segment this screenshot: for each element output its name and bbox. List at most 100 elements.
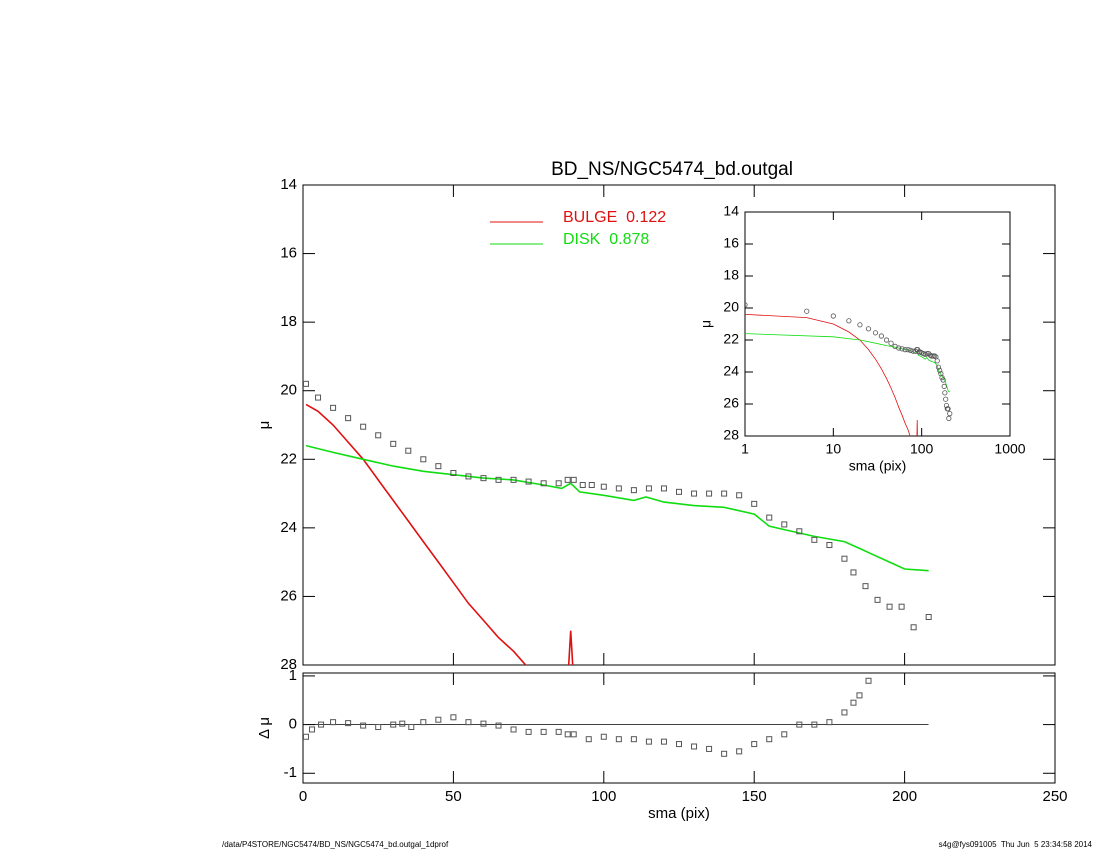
observed-point xyxy=(826,542,833,548)
observed-point xyxy=(862,583,869,590)
residual-point xyxy=(751,741,758,748)
residual-point xyxy=(796,721,803,728)
residual-point xyxy=(330,719,337,726)
observed-point xyxy=(676,488,682,495)
observed-point xyxy=(555,480,562,487)
observed-point xyxy=(945,406,951,412)
observed-point xyxy=(804,308,810,314)
y-tick-label: 16 xyxy=(723,235,739,251)
y-tick-label: 0 xyxy=(289,716,297,733)
chart-title: BD_NS/NGC5474_bd.outgal xyxy=(551,159,793,180)
observed-point xyxy=(946,415,952,421)
observed-point xyxy=(905,346,911,353)
y-tick-label: 20 xyxy=(723,299,739,315)
observed-point xyxy=(865,326,872,332)
residual-point xyxy=(450,714,457,721)
y-tick-label: 28 xyxy=(280,656,297,673)
observed-point xyxy=(751,500,758,507)
residual-point xyxy=(399,720,406,727)
residual-point xyxy=(691,743,698,750)
observed-point xyxy=(857,322,863,328)
residual-point xyxy=(510,726,517,733)
observed-point xyxy=(540,480,547,487)
residual-point xyxy=(721,750,728,757)
x-tick-label: 150 xyxy=(742,788,767,805)
x-tick-label: 1 xyxy=(741,441,749,457)
observed-point xyxy=(930,353,936,359)
observed-point xyxy=(303,380,310,387)
plot-frame xyxy=(302,672,1056,784)
observed-point xyxy=(420,456,427,463)
observed-point xyxy=(846,318,852,324)
observed-point xyxy=(375,432,382,439)
observed-point xyxy=(615,485,622,492)
residual-point xyxy=(564,731,571,738)
x-axis-label: sma (pix) xyxy=(849,458,907,474)
y-axis-label: μ xyxy=(256,421,273,430)
residual-point xyxy=(390,721,397,728)
observed-point xyxy=(706,490,713,497)
model-line xyxy=(305,444,929,572)
observed-point xyxy=(878,333,884,339)
x-tick-label: 100 xyxy=(910,441,934,457)
residual-point xyxy=(850,699,857,706)
residual-point xyxy=(303,733,310,740)
observed-point xyxy=(939,374,945,381)
residual-point xyxy=(360,722,367,729)
observed-point xyxy=(943,396,949,402)
observed-point xyxy=(947,410,953,417)
model-line xyxy=(745,314,918,436)
y-tick-label: 26 xyxy=(280,587,297,604)
x-tick-label: 1000 xyxy=(994,441,1025,457)
y-axis-label: μ xyxy=(698,320,714,328)
observed-point xyxy=(360,423,367,430)
observed-point xyxy=(941,383,947,389)
observed-point xyxy=(934,358,940,364)
residual-point xyxy=(465,719,472,726)
y-tick-label: 14 xyxy=(723,203,739,219)
x-tick-label: 100 xyxy=(591,788,616,805)
observed-point xyxy=(898,603,905,610)
y-tick-label: 22 xyxy=(723,331,739,347)
y-tick-label: 28 xyxy=(723,427,739,443)
residual-point xyxy=(480,720,487,727)
observed-point xyxy=(510,476,517,483)
residual-point xyxy=(826,719,833,726)
residual-point xyxy=(766,736,773,743)
y-tick-label: 14 xyxy=(280,176,297,193)
x-tick-label: 250 xyxy=(1042,788,1067,805)
observed-point xyxy=(345,415,352,422)
legend-label: DISK 0.878 xyxy=(563,231,649,248)
residual-point xyxy=(660,738,667,745)
y-tick-label: 24 xyxy=(280,519,297,536)
observed-point xyxy=(435,463,442,470)
footer-left: /data/P4STORE/NGC5474/BD_NS/NGC5474_bd.o… xyxy=(222,840,449,849)
observed-point xyxy=(888,340,894,346)
observed-point xyxy=(841,555,848,562)
y-tick-label: 22 xyxy=(280,450,297,467)
footer-right: s4g@fys091005 Thu Jun 5 23:34:58 2014 xyxy=(939,840,1093,849)
observed-point xyxy=(874,596,881,603)
residual-point xyxy=(495,722,502,729)
plot-area xyxy=(303,380,932,665)
residual-point xyxy=(865,677,872,684)
observed-point xyxy=(902,346,908,353)
observed-point xyxy=(883,337,890,343)
observed-point xyxy=(465,473,472,480)
x-axis-label: sma (pix) xyxy=(648,805,710,822)
observed-point xyxy=(908,347,914,353)
residual-point xyxy=(856,692,863,699)
y-tick-label: 20 xyxy=(280,382,297,399)
plot-frame xyxy=(302,184,1056,666)
observed-point xyxy=(942,390,948,396)
residual-point xyxy=(645,738,652,745)
model-line xyxy=(745,333,950,393)
plot-area xyxy=(745,302,953,436)
observed-point xyxy=(830,313,836,319)
observed-point xyxy=(564,476,571,483)
observed-point xyxy=(660,485,667,492)
y-tick-label: -1 xyxy=(284,764,297,781)
observed-point xyxy=(405,447,412,454)
residual-point xyxy=(841,709,848,716)
